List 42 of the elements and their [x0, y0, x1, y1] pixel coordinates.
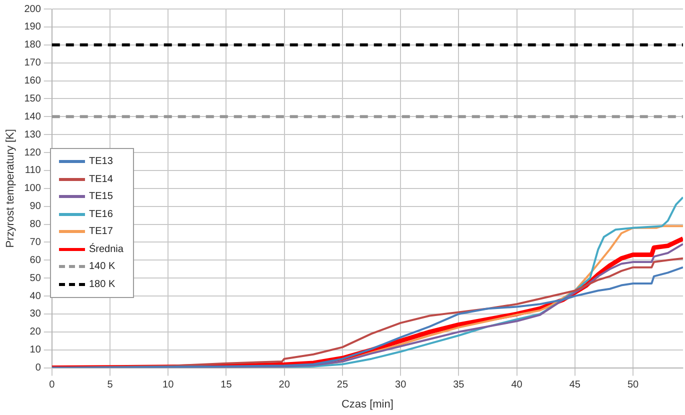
- x-tick-label: 50: [627, 380, 640, 391]
- legend-label: TE17: [89, 226, 113, 238]
- y-tick-label: 200: [24, 4, 42, 15]
- y-tick-label: 70: [30, 236, 42, 248]
- x-tick-label: 35: [453, 380, 465, 391]
- legend-label: 180 K: [89, 278, 116, 290]
- legend-label: TE16: [89, 208, 113, 220]
- legend-label: TE15: [89, 191, 113, 202]
- y-tick-label: 10: [30, 344, 42, 356]
- x-tick-label: 20: [278, 380, 290, 391]
- legend-label: TE13: [89, 156, 113, 168]
- y-tick-label: 90: [30, 201, 42, 212]
- y-tick-label: 170: [24, 58, 42, 69]
- y-tick-label: 110: [24, 165, 42, 176]
- legend-label: TE14: [89, 174, 113, 185]
- x-tick-label: 25: [336, 380, 348, 391]
- x-tick-label: 0: [49, 380, 56, 391]
- y-tick-label: 160: [24, 76, 42, 87]
- y-tick-label: 50: [30, 272, 42, 284]
- x-tick-label: 40: [511, 380, 523, 391]
- y-tick-label: 150: [24, 93, 42, 104]
- x-tick-label: 5: [107, 380, 114, 391]
- y-tick-label: 100: [24, 183, 42, 194]
- y-tick-label: 80: [30, 219, 42, 230]
- legend-label: Średnia: [89, 244, 124, 255]
- y-tick-label: 140: [24, 111, 42, 122]
- x-axis-title: Czas [min]: [341, 398, 394, 410]
- x-tick-label: 45: [569, 380, 581, 391]
- y-tick-label: 180: [24, 40, 42, 51]
- x-tick-label: 15: [220, 380, 232, 391]
- y-tick-label: 120: [24, 147, 42, 158]
- x-tick-label: 30: [395, 380, 407, 391]
- y-tick-label: 0: [35, 362, 42, 374]
- y-tick-label: 30: [30, 308, 42, 320]
- y-tick-label: 20: [30, 326, 42, 338]
- y-axis-title: Przyrost temperatury [K]: [4, 129, 17, 248]
- y-tick-label: 130: [24, 129, 42, 140]
- x-tick-label: 10: [162, 380, 174, 391]
- y-tick-label: 190: [24, 22, 42, 33]
- legend-label: 140 K: [89, 261, 116, 272]
- y-tick-label: 60: [30, 254, 42, 266]
- y-tick-label: 40: [30, 290, 42, 302]
